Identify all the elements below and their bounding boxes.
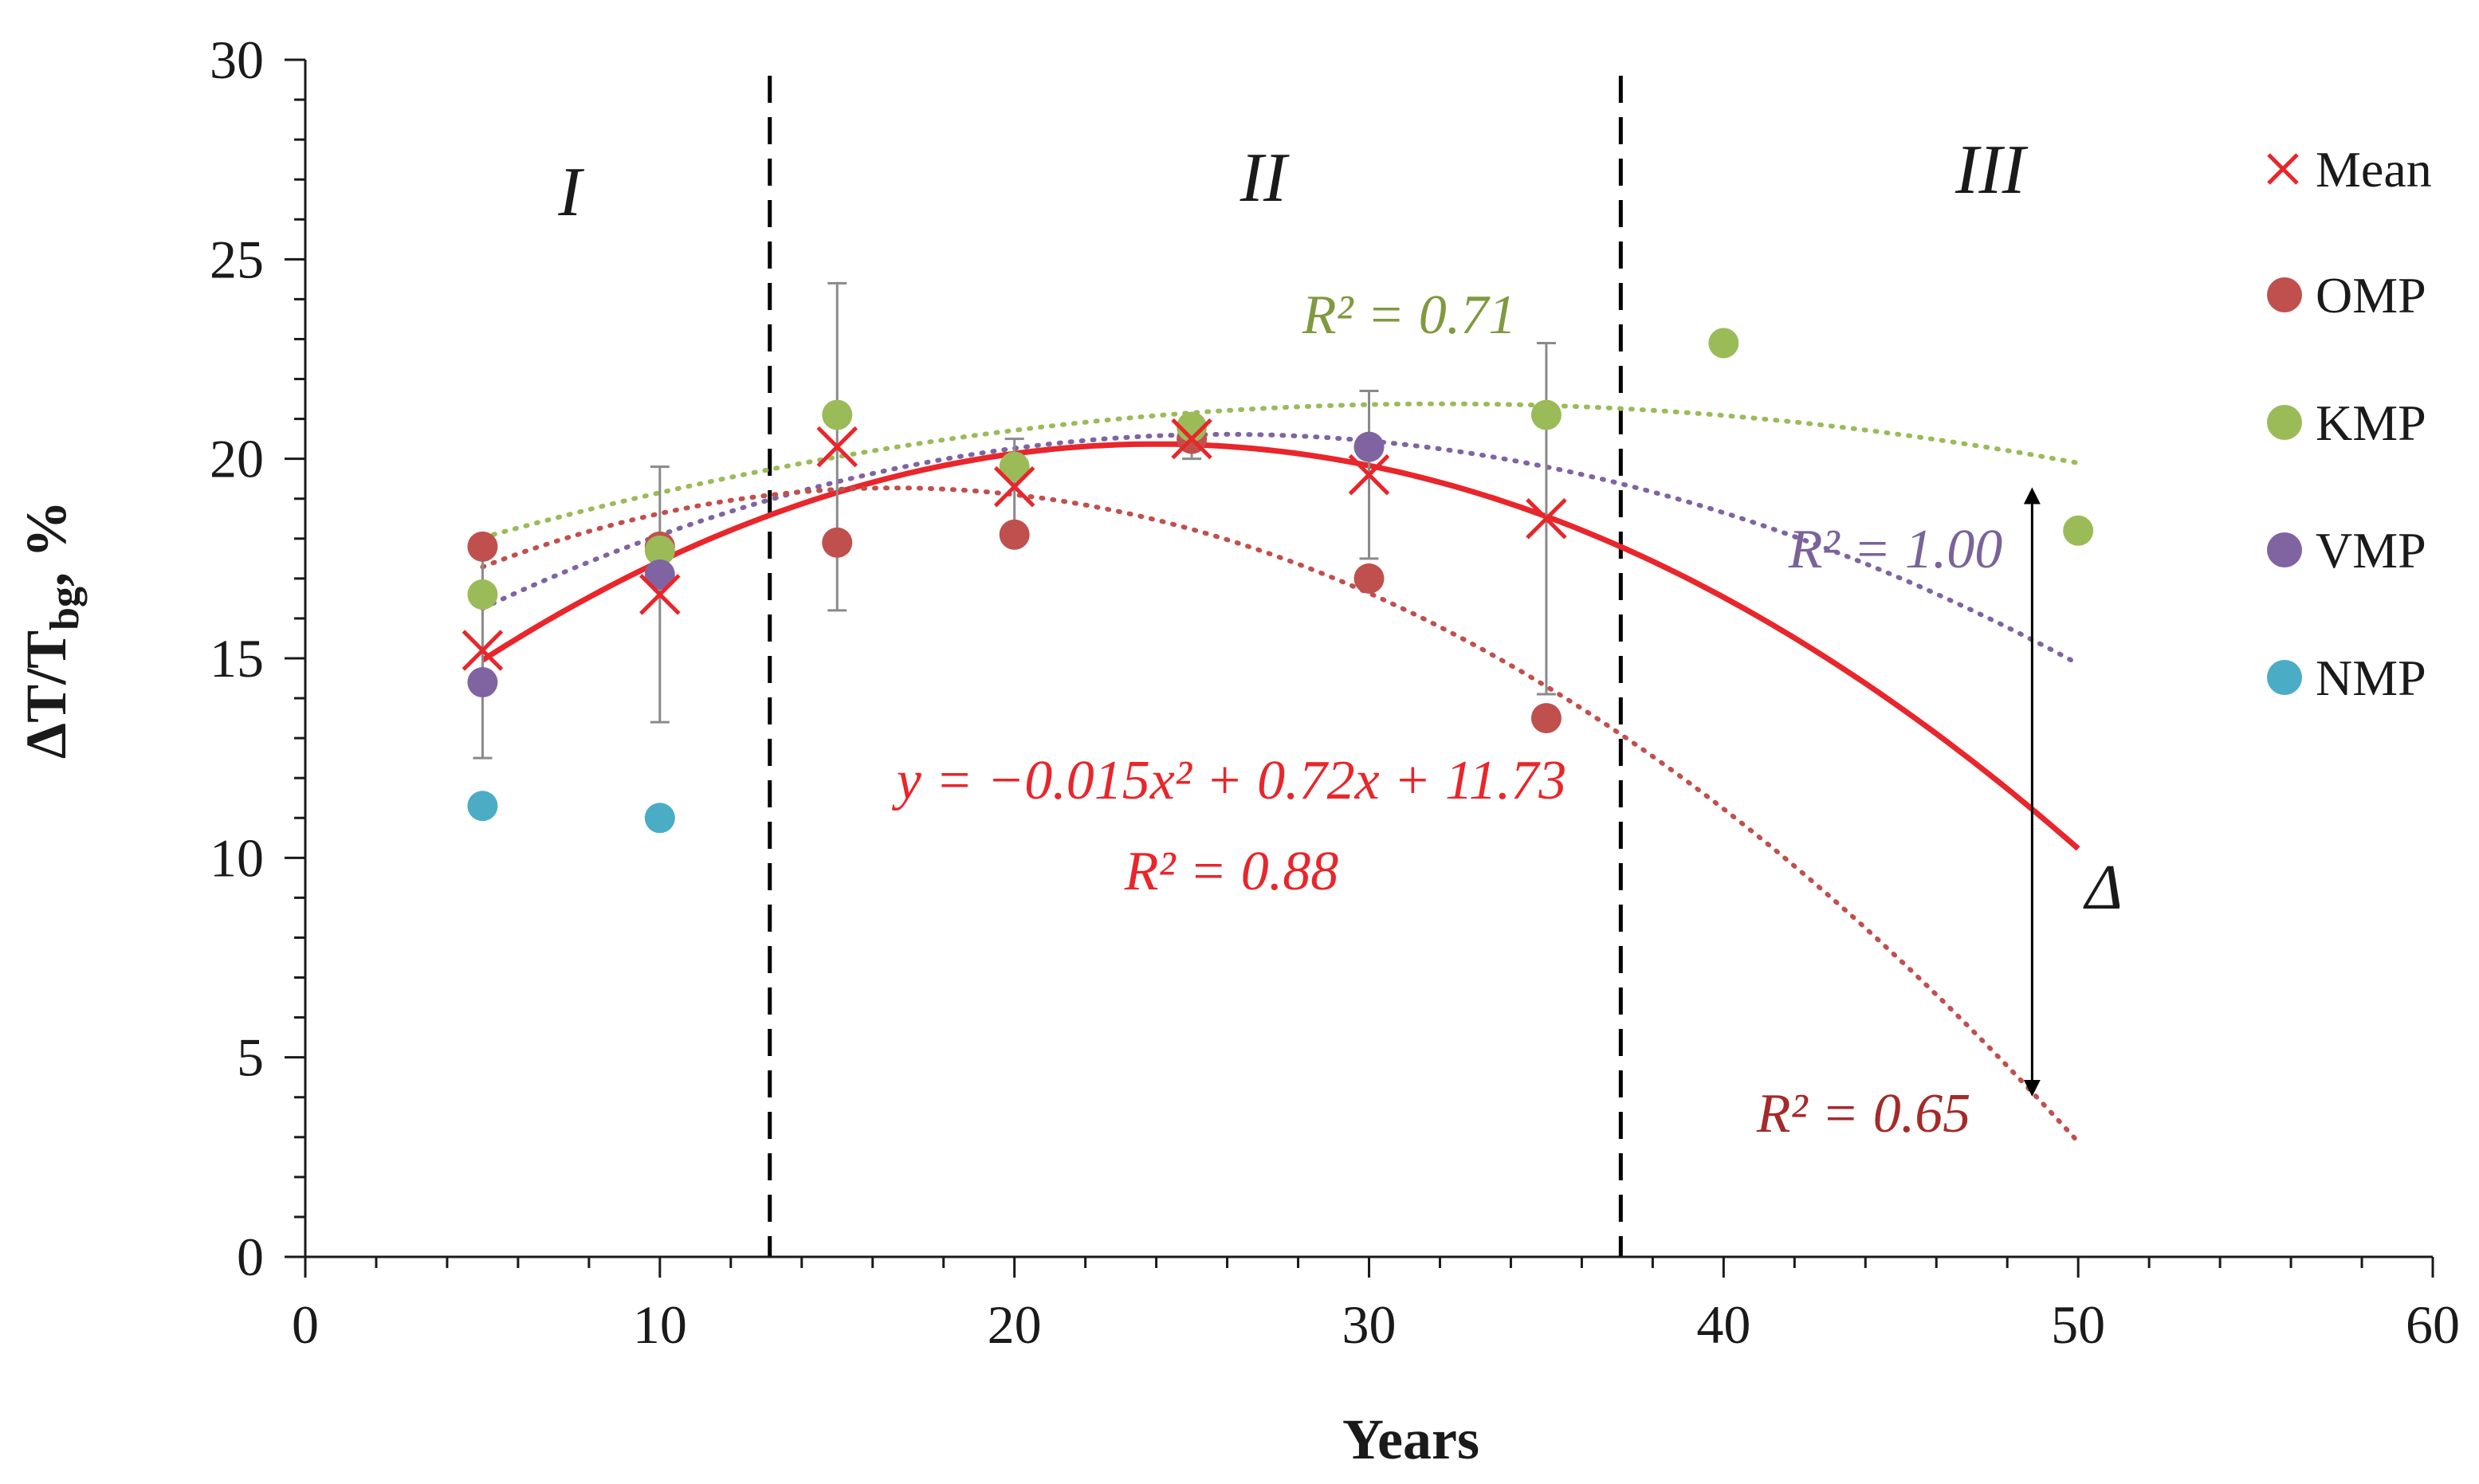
legend-item-kmp: KMP bbox=[2267, 395, 2426, 451]
y-axis-title: ΔT/Tbg, % bbox=[14, 501, 88, 759]
zone-label-iii: III bbox=[1955, 132, 2029, 209]
mean-point bbox=[816, 426, 858, 468]
legend-marker-nmp bbox=[2267, 660, 2302, 695]
omp-r2-label: R² = 0.65 bbox=[1756, 1083, 1970, 1144]
mean-r2-label: R² = 0.88 bbox=[1124, 841, 1338, 902]
data-points bbox=[462, 328, 2094, 834]
kmp-point bbox=[822, 399, 853, 430]
mean-point bbox=[1348, 453, 1390, 496]
omp-point bbox=[1353, 563, 1385, 594]
y-tick-label: 10 bbox=[210, 827, 264, 888]
y-axis-title-tail: , % bbox=[14, 501, 78, 587]
mean-point bbox=[1171, 418, 1212, 460]
x-tick-label: 50 bbox=[2051, 1294, 2105, 1355]
legend-item-vmp: VMP bbox=[2267, 522, 2426, 579]
zone-dividers bbox=[768, 76, 1623, 1257]
vmp-trend-line bbox=[480, 431, 2081, 666]
legend-label-omp: OMP bbox=[2316, 267, 2426, 324]
mean-point bbox=[462, 630, 504, 671]
vmp-r2-label: R² = 1.00 bbox=[1788, 519, 2002, 580]
kmp-point bbox=[467, 579, 498, 610]
x-tick-label: 0 bbox=[292, 1294, 319, 1355]
legend-label-mean: Mean bbox=[2316, 141, 2432, 198]
kmp-point bbox=[1708, 328, 1739, 359]
legend-marker-omp bbox=[2267, 277, 2302, 312]
vmp-point bbox=[1353, 431, 1385, 462]
kmp-point bbox=[644, 535, 675, 566]
kmp-point bbox=[2063, 515, 2094, 546]
legend-item-mean: Mean bbox=[2267, 141, 2432, 198]
legend-marker-vmp bbox=[2267, 532, 2302, 567]
delta-label: Δ bbox=[2083, 853, 2123, 923]
y-axis-title-subscript: bg bbox=[42, 587, 88, 630]
kmp-trend-line bbox=[480, 401, 2081, 540]
y-tick-label: 15 bbox=[210, 628, 264, 689]
x-tick-label: 20 bbox=[988, 1294, 1042, 1355]
x-tick-label: 10 bbox=[633, 1294, 687, 1355]
kmp-r2-label: R² = 0.71 bbox=[1302, 285, 1516, 346]
legend-label-nmp: NMP bbox=[2316, 650, 2426, 706]
omp-point bbox=[1530, 703, 1562, 734]
nmp-point bbox=[467, 791, 498, 822]
legend-item-nmp: NMP bbox=[2267, 650, 2426, 706]
y-tick-label: 30 bbox=[210, 29, 264, 90]
axes bbox=[304, 60, 2433, 1258]
zone-label-i: I bbox=[557, 154, 584, 231]
zone-label-ii: II bbox=[1240, 139, 1290, 217]
legend: Mean OMP KMP VMP NMP bbox=[2267, 141, 2432, 706]
omp-trend-line bbox=[480, 485, 2081, 1144]
kmp-point bbox=[1530, 399, 1562, 430]
mean-trend-line bbox=[481, 441, 2080, 851]
vmp-point bbox=[644, 559, 675, 590]
legend-item-omp: OMP bbox=[2267, 267, 2426, 324]
legend-label-vmp: VMP bbox=[2316, 522, 2426, 579]
legend-x-marker-mean bbox=[2267, 153, 2299, 185]
mean-equation-label: y = −0.015x² + 0.72x + 11.73 bbox=[892, 750, 1566, 811]
mean-point bbox=[639, 574, 681, 615]
mean-point bbox=[1526, 497, 1567, 540]
trendlines bbox=[480, 401, 2081, 1144]
y-tick-label: 25 bbox=[210, 229, 264, 289]
omp-point bbox=[999, 519, 1030, 550]
vmp-point bbox=[467, 667, 498, 698]
nmp-point bbox=[644, 803, 675, 834]
legend-label-kmp: KMP bbox=[2316, 395, 2426, 451]
kmp-point bbox=[1177, 411, 1208, 442]
x-axis-title: Years bbox=[1342, 1407, 1479, 1471]
y-tick-label: 0 bbox=[237, 1227, 264, 1287]
y-tick-label: 20 bbox=[210, 429, 264, 489]
ticks: 0 5 10 15 20 25 30 0 10 20 30 40 50 60 bbox=[210, 29, 2460, 1355]
y-tick-label: 5 bbox=[237, 1027, 264, 1088]
mean-point bbox=[993, 465, 1035, 508]
legend-marker-kmp bbox=[2267, 405, 2302, 440]
y-axis-title-main: ΔT/T bbox=[14, 630, 78, 759]
omp-point bbox=[822, 527, 853, 558]
kmp-point bbox=[999, 451, 1030, 482]
x-tick-label: 40 bbox=[1696, 1294, 1750, 1355]
x-tick-label: 60 bbox=[2406, 1294, 2460, 1355]
omp-point bbox=[467, 531, 498, 562]
x-tick-label: 30 bbox=[1342, 1294, 1397, 1355]
